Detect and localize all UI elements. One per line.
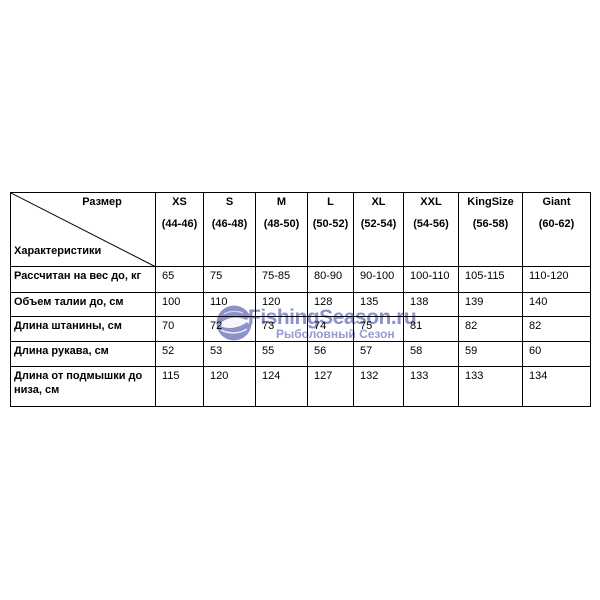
value-cell: 58 bbox=[403, 341, 459, 367]
size-column-header-xl: XL (52-54) bbox=[353, 192, 404, 267]
value-cell: 132 bbox=[353, 366, 404, 407]
table-body: Рассчитан на вес до, кг 65 75 75-85 80-90 90-… bbox=[10, 266, 591, 407]
corner-characteristics-label: Характеристики bbox=[14, 245, 102, 257]
size-label: XXL bbox=[420, 196, 442, 208]
value-cell: 52 bbox=[155, 341, 204, 367]
value-cell: 128 bbox=[307, 292, 354, 317]
value-cell: 81 bbox=[403, 316, 459, 342]
size-range: (44-46) bbox=[161, 218, 198, 230]
size-chart-table: Размер Характеристики XS (44-46) S (46-48) M… bbox=[10, 192, 591, 407]
row-label: Рассчитан на вес до, кг bbox=[10, 266, 156, 293]
size-label: XL bbox=[371, 196, 386, 208]
value-cell: 120 bbox=[255, 292, 308, 317]
value-cell: 133 bbox=[403, 366, 459, 407]
size-range: (52-54) bbox=[360, 218, 397, 230]
size-range: (46-48) bbox=[211, 218, 248, 230]
corner-size-label: Размер bbox=[82, 196, 122, 208]
size-label: M bbox=[276, 196, 287, 208]
value-cell: 56 bbox=[307, 341, 354, 367]
value-cell: 100-110 bbox=[403, 266, 459, 293]
value-cell: 110-120 bbox=[522, 266, 591, 293]
size-range: (60-62) bbox=[538, 218, 575, 230]
value-cell: 75-85 bbox=[255, 266, 308, 293]
size-column-header-m: M (48-50) bbox=[255, 192, 308, 267]
value-cell: 138 bbox=[403, 292, 459, 317]
size-column-header-giant: Giant (60-62) bbox=[522, 192, 591, 267]
value-cell: 74 bbox=[307, 316, 354, 342]
value-cell: 115 bbox=[155, 366, 204, 407]
value-cell: 100 bbox=[155, 292, 204, 317]
value-cell: 139 bbox=[458, 292, 523, 317]
table-row: Длина от подмышки до низа, см 115 120 124 12… bbox=[10, 366, 591, 407]
value-cell: 82 bbox=[458, 316, 523, 342]
value-cell: 135 bbox=[353, 292, 404, 317]
size-column-header-xs: XS (44-46) bbox=[155, 192, 204, 267]
size-range: (54-56) bbox=[413, 218, 449, 230]
value-cell: 90-100 bbox=[353, 266, 404, 293]
value-cell: 127 bbox=[307, 366, 354, 407]
table-row: Рассчитан на вес до, кг 65 75 75-85 80-90 90-… bbox=[10, 266, 591, 293]
size-column-header-s: S (46-48) bbox=[203, 192, 256, 267]
value-cell: 57 bbox=[353, 341, 404, 367]
size-range: (48-50) bbox=[263, 218, 300, 230]
value-cell: 110 bbox=[203, 292, 256, 317]
size-range: (50-52) bbox=[312, 218, 349, 230]
value-cell: 60 bbox=[522, 341, 591, 367]
table-row: Объем талии до, см 100 110 120 128 135 138 139 1… bbox=[10, 292, 591, 317]
size-label: KingSize bbox=[467, 196, 514, 208]
table-row: Длина рукава, см 52 53 55 56 57 58 59 60 bbox=[10, 341, 591, 367]
size-column-header-l: L (50-52) bbox=[307, 192, 354, 267]
value-cell: 133 bbox=[458, 366, 523, 407]
value-cell: 53 bbox=[203, 341, 256, 367]
value-cell: 120 bbox=[203, 366, 256, 407]
value-cell: 55 bbox=[255, 341, 308, 367]
size-column-header-kingsize: KingSize (56-58) bbox=[458, 192, 523, 267]
value-cell: 134 bbox=[522, 366, 591, 407]
value-cell: 105-115 bbox=[458, 266, 523, 293]
row-label: Объем талии до, см bbox=[10, 292, 156, 317]
value-cell: 75 bbox=[353, 316, 404, 342]
table-row: Длина штанины, см 70 72 73 74 75 81 82 82 bbox=[10, 316, 591, 342]
row-label: Длина от подмышки до низа, см bbox=[10, 366, 156, 407]
value-cell: 59 bbox=[458, 341, 523, 367]
value-cell: 70 bbox=[155, 316, 204, 342]
size-label: L bbox=[327, 196, 334, 208]
value-cell: 80-90 bbox=[307, 266, 354, 293]
size-label: XS bbox=[172, 196, 187, 208]
size-label: Giant bbox=[542, 196, 571, 208]
size-column-header-xxl: XXL (54-56) bbox=[403, 192, 459, 267]
value-cell: 75 bbox=[203, 266, 256, 293]
diagonal-divider bbox=[11, 193, 155, 266]
value-cell: 140 bbox=[522, 292, 591, 317]
value-cell: 124 bbox=[255, 366, 308, 407]
value-cell: 73 bbox=[255, 316, 308, 342]
value-cell: 65 bbox=[155, 266, 204, 293]
value-cell: 82 bbox=[522, 316, 591, 342]
header-row: Размер Характеристики XS (44-46) S (46-48) M… bbox=[10, 192, 591, 267]
row-label: Длина рукава, см bbox=[10, 341, 156, 367]
corner-cell: Размер Характеристики bbox=[10, 192, 156, 267]
value-cell: 72 bbox=[203, 316, 256, 342]
size-label: S bbox=[225, 196, 234, 208]
size-range: (56-58) bbox=[472, 218, 509, 230]
row-label: Длина штанины, см bbox=[10, 316, 156, 342]
